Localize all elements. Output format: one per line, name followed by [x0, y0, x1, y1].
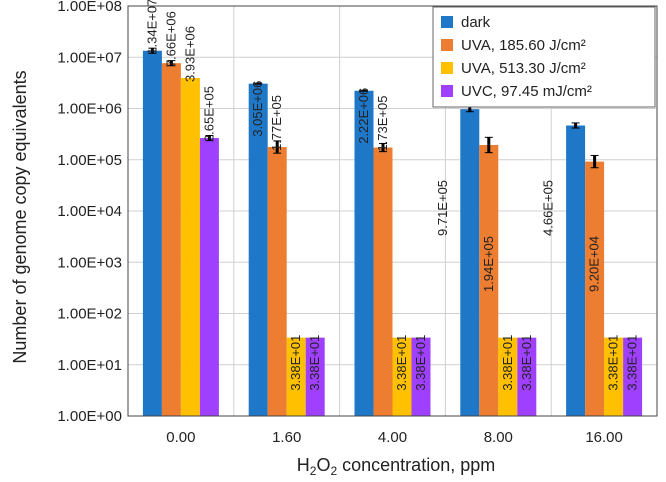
data-label: 7.66E+06	[163, 11, 178, 67]
y-axis-title: Number of genome copy equivalents	[10, 70, 30, 363]
legend-label: UVC, 97.45 mJ/cm²	[461, 83, 592, 100]
x-axis-title: H2O2 concentration, ppm	[297, 455, 495, 478]
data-label: 9.71E+05	[435, 180, 450, 236]
y-tick-label: 1.00E+02	[57, 306, 122, 323]
x-axis-title-subscript: 2	[330, 464, 337, 478]
data-label: 3.38E+01	[307, 335, 322, 391]
x-tick-label: 4.00	[378, 429, 407, 446]
x-axis-ticks: 0.00 1.60 4.00 8.00 16.00	[166, 429, 623, 446]
plot-area-border	[127, 5, 658, 417]
legend-swatch	[441, 85, 453, 97]
x-axis-title-part: concentration, ppm	[337, 455, 495, 475]
bar	[305, 337, 325, 416]
bar	[161, 63, 181, 416]
bars	[142, 50, 643, 417]
x-tick-label: 1.60	[272, 429, 301, 446]
bar	[373, 147, 393, 416]
bar	[498, 337, 518, 416]
legend-label: dark	[461, 14, 491, 31]
y-tick-label: 1.00E+05	[57, 152, 122, 169]
data-label: 3.05E+06	[250, 81, 265, 137]
bar	[460, 109, 480, 416]
y-tick-label: 1.00E+00	[57, 408, 122, 425]
bar	[411, 337, 431, 416]
x-tick-label: 16.00	[585, 429, 623, 446]
legend-box	[432, 6, 656, 108]
x-tick-label: 8.00	[484, 429, 513, 446]
bar	[199, 138, 219, 416]
legend-swatch	[441, 62, 453, 74]
data-label: 9.20E+04	[587, 236, 602, 292]
y-tick-label: 1.00E+08	[57, 0, 122, 15]
legend-label: UVA, 513.30 J/cm²	[461, 60, 586, 77]
legend-swatch	[441, 39, 453, 51]
bar	[267, 147, 287, 416]
bar	[392, 337, 412, 416]
bar	[566, 125, 586, 416]
x-tick-label: 0.00	[166, 429, 195, 446]
bar	[517, 337, 537, 416]
legend-swatch	[441, 16, 453, 28]
data-labels: 1.34E+07 7.66E+06 3.93E+06 2.65E+05 3.05E+06…	[144, 0, 639, 391]
data-label: 3.38E+01	[394, 335, 409, 391]
x-axis-title-subscript: 2	[310, 464, 317, 478]
bar	[585, 161, 605, 416]
legend: dark UVA, 185.60 J/cm² UVA, 513.30 J/cm² UV…	[432, 6, 656, 108]
data-label: 2.22E+06	[356, 88, 371, 144]
bar	[286, 337, 306, 416]
y-axis-ticks: 1.00E+00 1.00E+01 1.00E+02 1.00E+03 1.00E+04…	[57, 0, 122, 425]
y-tick-label: 1.00E+04	[57, 203, 122, 220]
data-label: 3.38E+01	[625, 335, 640, 391]
bar	[142, 50, 162, 417]
data-label: 1.77E+05	[269, 95, 284, 151]
data-label: 1.73E+05	[375, 96, 390, 152]
y-tick-label: 1.00E+06	[57, 101, 122, 118]
x-axis-title-part: O	[316, 455, 330, 475]
bar	[180, 78, 200, 416]
bar	[604, 337, 624, 416]
bar	[248, 83, 268, 417]
error-bars	[148, 47, 599, 169]
data-label: 4.66E+05	[541, 180, 556, 236]
bar	[354, 90, 374, 416]
bar	[479, 145, 499, 416]
y-tick-label: 1.00E+07	[57, 49, 122, 66]
data-label: 3.93E+06	[182, 26, 197, 82]
x-axis-title-part: H	[297, 455, 310, 475]
data-label: 3.38E+01	[606, 335, 621, 391]
y-tick-label: 1.00E+01	[57, 357, 122, 374]
bar	[623, 337, 643, 416]
data-label: 3.38E+01	[500, 335, 515, 391]
data-label: 3.38E+01	[288, 335, 303, 391]
legend-label: UVA, 185.60 J/cm²	[461, 37, 586, 54]
data-label: 1.34E+07	[144, 0, 159, 55]
y-tick-label: 1.00E+03	[57, 254, 122, 271]
data-label: 3.38E+01	[413, 335, 428, 391]
data-label: 1.94E+05	[481, 236, 496, 292]
data-label: 2.65E+05	[201, 86, 216, 142]
data-label: 3.38E+01	[519, 335, 534, 391]
